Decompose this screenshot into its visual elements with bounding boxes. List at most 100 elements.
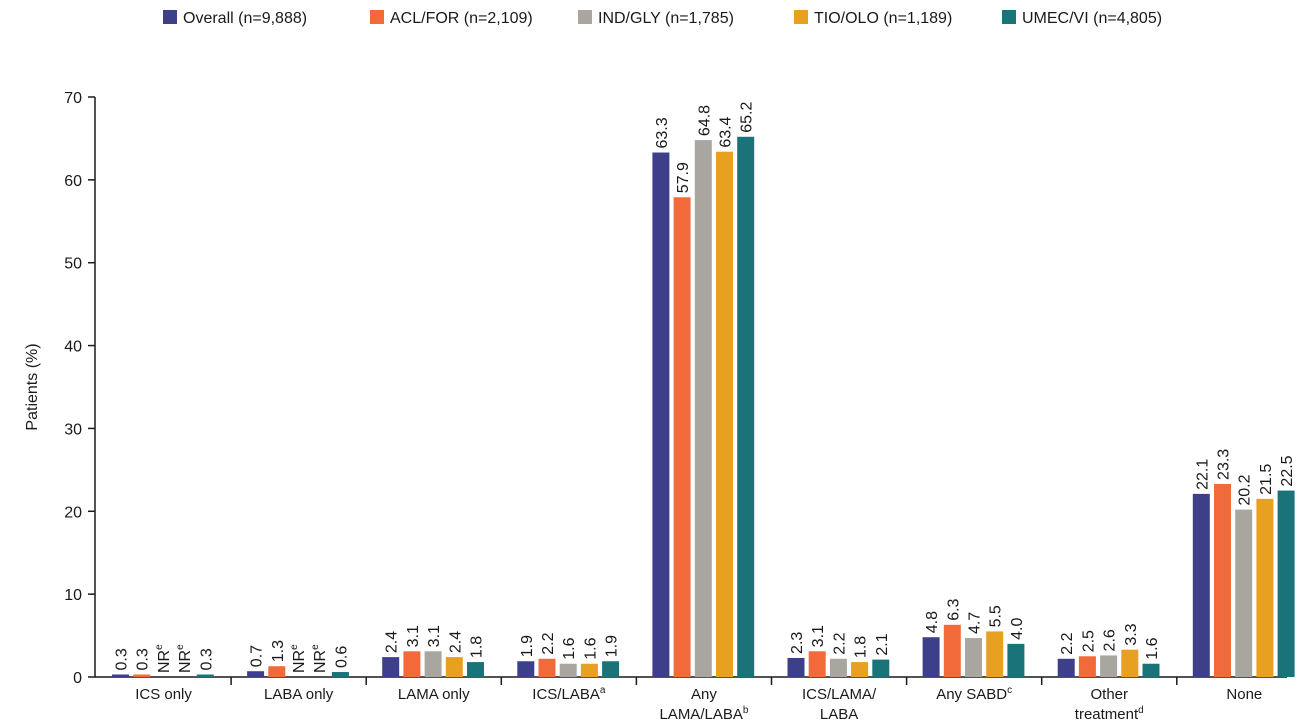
- category-label: ICS/LABAa: [532, 685, 606, 703]
- bar: [1078, 656, 1096, 677]
- bar: [331, 672, 349, 677]
- data-label: 2.4: [384, 631, 401, 653]
- legend: Overall (n=9,888) ACL/FOR (n=2,109) IND/GL…: [163, 10, 1162, 27]
- data-label: 4.0: [1009, 618, 1026, 640]
- data-label: 0.3: [114, 648, 131, 670]
- data-label: NRe: [175, 644, 194, 673]
- bar: [673, 197, 691, 677]
- y-tick-label: 0: [73, 670, 82, 687]
- category-label: None: [1226, 686, 1262, 703]
- bar: [872, 659, 890, 677]
- bar: [133, 674, 151, 677]
- bar: [1121, 649, 1139, 677]
- category-label: ICS only: [135, 686, 192, 703]
- legend-label: TIO/OLO (n=1,189): [814, 10, 952, 27]
- data-label: 63.4: [718, 116, 735, 147]
- legend-swatch: [163, 10, 177, 24]
- category-label: Any: [691, 686, 717, 703]
- bar: [943, 624, 961, 677]
- data-label: 5.5: [988, 605, 1005, 627]
- bar: [424, 651, 442, 677]
- bar: [1277, 490, 1295, 677]
- y-axis-label: Patients (%): [24, 343, 41, 430]
- data-label: 1.6: [582, 637, 599, 659]
- data-label: 22.5: [1279, 455, 1296, 486]
- bar: [716, 151, 733, 677]
- category-label: Other: [1090, 686, 1128, 703]
- footnote-marker: d: [1138, 705, 1144, 716]
- bar: [1235, 509, 1253, 677]
- data-label: 65.2: [739, 102, 756, 133]
- data-label: 0.3: [198, 648, 215, 670]
- footnote-marker: e: [310, 644, 321, 650]
- legend-swatch: [370, 10, 384, 24]
- bar: [559, 663, 577, 677]
- data-label: 57.9: [675, 162, 692, 193]
- y-tick-label: 50: [64, 256, 82, 273]
- data-label: 3.1: [405, 625, 422, 647]
- data-label: 2.3: [789, 632, 806, 654]
- footnote-marker: c: [1007, 685, 1012, 696]
- category-label-line2: LAMA/LABAb: [659, 705, 748, 723]
- data-label: 1.8: [469, 636, 486, 658]
- bar: [851, 662, 869, 677]
- data-label: 1.9: [519, 635, 536, 657]
- bar: [965, 638, 982, 677]
- data-label: 0.6: [333, 646, 350, 668]
- bars: [112, 136, 1295, 678]
- data-label: 1.6: [561, 637, 578, 659]
- data-label: 2.1: [874, 633, 891, 655]
- y-tick-label: 30: [64, 421, 82, 438]
- bar: [1057, 658, 1075, 677]
- footnote-marker: e: [289, 644, 300, 650]
- legend-label: IND/GLY (n=1,785): [598, 10, 734, 27]
- category-label: LAMA only: [398, 686, 470, 703]
- axes: 0 10 20 30 40 50 60 70 Patients (%): [24, 90, 1287, 687]
- bar: [196, 674, 214, 677]
- category-labels: ICS only LABA only LAMA only ICS/LABAa Any LA…: [135, 685, 1262, 723]
- bar: [694, 140, 712, 678]
- bar: [602, 661, 620, 677]
- data-label: 21.5: [1258, 464, 1275, 495]
- data-label: 1.8: [853, 636, 870, 658]
- bar: [922, 637, 940, 677]
- legend-label: ACL/FOR (n=2,109): [390, 10, 533, 27]
- data-label: NRe: [310, 644, 329, 673]
- bar: [445, 657, 463, 677]
- data-label: NRe: [154, 644, 173, 673]
- data-label: 0.7: [249, 645, 266, 667]
- bar: [580, 663, 598, 677]
- bar: [268, 666, 286, 677]
- y-tick-label: 60: [64, 173, 82, 190]
- category-label: ICS/LAMA/: [802, 686, 877, 703]
- data-label: 3.3: [1123, 623, 1140, 645]
- data-label: 2.4: [447, 631, 464, 653]
- bar: [829, 658, 847, 677]
- bar: [986, 631, 1004, 677]
- y-tick-label: 10: [64, 587, 82, 604]
- data-label: 1.6: [1144, 637, 1161, 659]
- bar: [808, 651, 826, 677]
- data-label: 2.6: [1102, 629, 1119, 651]
- y-tick-label: 40: [64, 339, 82, 356]
- data-label: 3.1: [810, 625, 827, 647]
- data-label: 64.8: [696, 105, 713, 136]
- footnote-marker: b: [743, 705, 749, 716]
- bar: [382, 657, 400, 677]
- bar: [652, 152, 670, 677]
- bar: [1142, 663, 1160, 677]
- legend-label: Overall (n=9,888): [183, 10, 307, 27]
- y-tick-label: 20: [64, 504, 82, 521]
- category-label-line2: treatmentd: [1075, 705, 1144, 723]
- legend-swatch: [794, 10, 808, 24]
- footnote-marker: e: [154, 644, 165, 650]
- data-label: 4.7: [967, 612, 984, 634]
- bar: [787, 657, 805, 677]
- data-label: 3.1: [426, 625, 443, 647]
- bar: [517, 661, 535, 677]
- data-label: 2.5: [1080, 630, 1097, 652]
- bar: [538, 658, 556, 677]
- legend-swatch: [578, 10, 592, 24]
